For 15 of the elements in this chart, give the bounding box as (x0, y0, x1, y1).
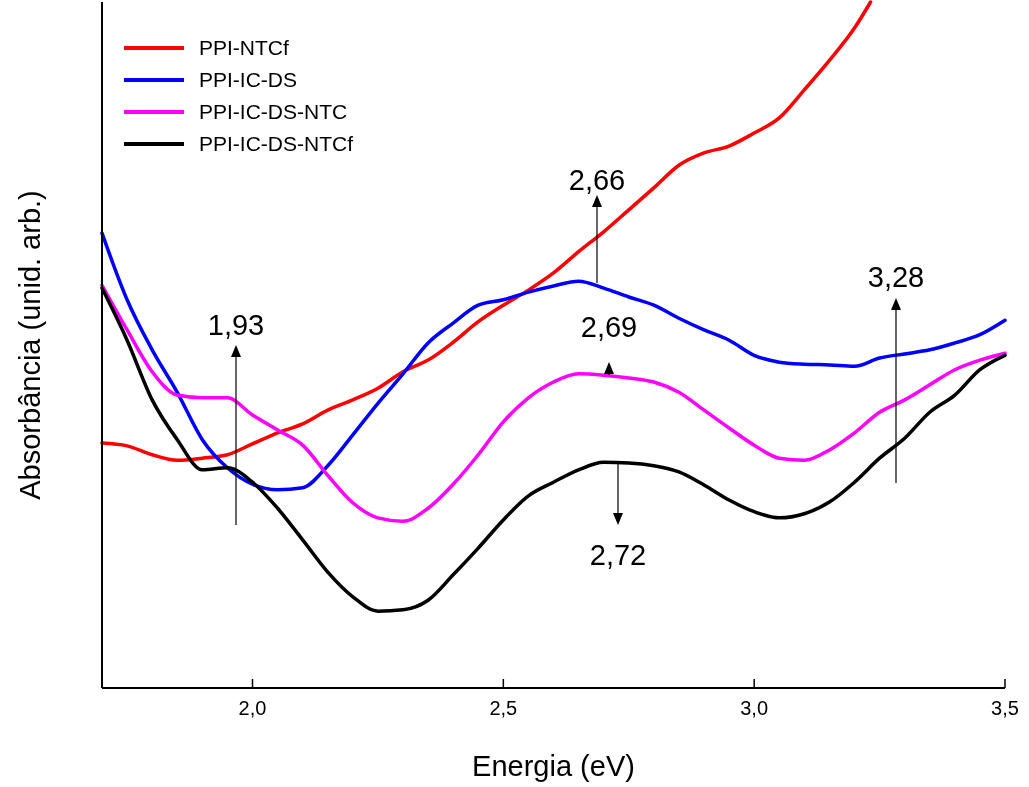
legend-label: PPI-NTCf (199, 36, 289, 59)
annotation: 2,72 (589, 539, 647, 571)
x-axis-title: Energia (eV) (472, 750, 635, 782)
annotation: 2,69 (580, 311, 638, 343)
annotation: 3,28 (867, 261, 925, 293)
legend-label: PPI-IC-DS (199, 68, 298, 91)
x-tick-label: 2,0 (238, 697, 267, 719)
x-tick-label: 3,0 (740, 697, 769, 719)
annotation: 2,66 (568, 164, 626, 196)
y-axis-title: Absorbância (unid. arb.) (14, 190, 46, 500)
legend-label: PPI-IC-DS-NTCf (199, 132, 354, 155)
legend-label: PPI-IC-DS-NTC (199, 100, 348, 123)
x-tick-label: 3,5 (991, 697, 1019, 719)
x-tick-label: 2,5 (489, 697, 518, 719)
annotation: 1,93 (207, 309, 265, 341)
